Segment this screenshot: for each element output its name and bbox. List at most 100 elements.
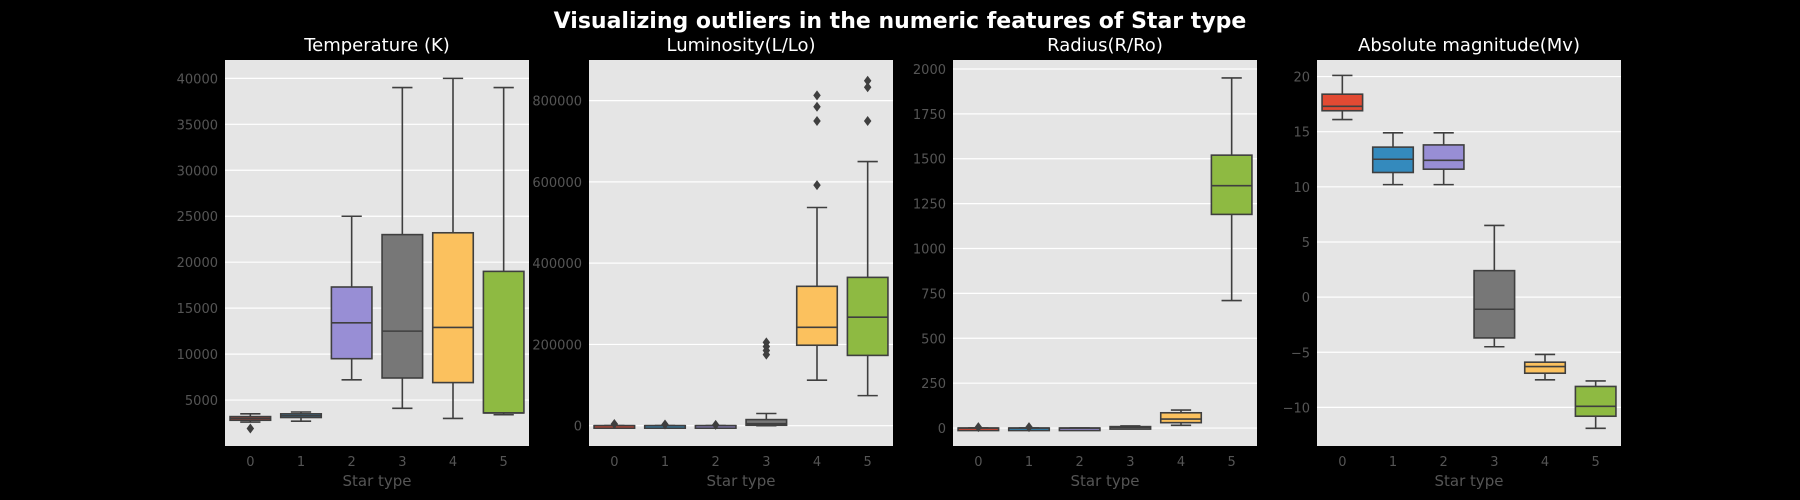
x-axis-label: Star type xyxy=(1434,472,1503,490)
y-tick-label: 1250 xyxy=(913,198,946,213)
box-3 xyxy=(745,337,788,427)
y-tick-label: 1500 xyxy=(913,153,946,168)
y-tick-label: 400000 xyxy=(532,257,582,272)
x-axis-label: Star type xyxy=(706,472,775,490)
x-tick-label: 4 xyxy=(1541,455,1549,470)
box-body xyxy=(846,276,889,357)
outlier-point xyxy=(661,419,669,430)
box-4 xyxy=(795,90,839,381)
box-4 xyxy=(431,77,475,420)
box-1 xyxy=(1371,131,1415,186)
y-tick-label: 250 xyxy=(921,377,946,392)
x-tick-label: 1 xyxy=(1025,455,1033,470)
outlier-point xyxy=(711,419,720,430)
box-2 xyxy=(330,215,373,381)
box-5 xyxy=(1210,77,1253,302)
y-tick-label: 20 xyxy=(1293,71,1310,86)
outlier-point xyxy=(863,115,872,126)
box-1 xyxy=(279,411,323,422)
box-0 xyxy=(957,422,1000,433)
outlier-point xyxy=(863,82,872,93)
box-2 xyxy=(694,419,737,430)
outlier-point xyxy=(610,419,619,430)
box-body xyxy=(795,285,839,347)
x-tick-label: 0 xyxy=(1338,455,1346,470)
box-4 xyxy=(1523,353,1567,381)
box-body xyxy=(1574,385,1617,418)
box-5 xyxy=(482,86,525,416)
x-tick-label: 5 xyxy=(500,455,508,470)
x-tick-label: 4 xyxy=(813,455,821,470)
x-tick-label: 1 xyxy=(297,455,305,470)
x-tick-label: 3 xyxy=(1490,455,1498,470)
outlier-point xyxy=(762,337,771,348)
y-tick-label: 35000 xyxy=(177,118,218,133)
y-tick-label: 5000 xyxy=(185,394,218,409)
outlier-point xyxy=(813,90,821,101)
x-tick-label: 5 xyxy=(1592,455,1600,470)
y-tick-label: 1000 xyxy=(913,243,946,258)
subplot-2: 0 250 500 750 1000 1250 1500 1750 2000 0 1 2 3 4 5 Radi… xyxy=(913,35,1257,490)
y-tick-label: 40000 xyxy=(177,72,218,87)
box-body xyxy=(1422,144,1465,170)
box-body xyxy=(745,418,788,427)
x-tick-label: 0 xyxy=(974,455,982,470)
y-tick-label: 2000 xyxy=(913,63,946,78)
box-1 xyxy=(643,419,687,430)
box-body xyxy=(482,270,525,414)
y-tick-label: −10 xyxy=(1283,401,1310,416)
box-body xyxy=(1159,411,1203,424)
outlier-point xyxy=(246,423,255,434)
x-tick-label: 5 xyxy=(864,455,872,470)
y-tick-label: −5 xyxy=(1291,346,1310,361)
x-tick-label: 3 xyxy=(398,455,406,470)
box-5 xyxy=(1574,380,1617,430)
y-tick-label: 0 xyxy=(574,420,582,435)
x-tick-label: 3 xyxy=(1126,455,1134,470)
y-tick-label: 800000 xyxy=(532,95,582,110)
y-tick-label: 10 xyxy=(1293,181,1310,196)
box-0 xyxy=(229,413,272,434)
subplot-title: Luminosity(L/Lo) xyxy=(666,35,815,56)
subplot-title: Radius(R/Ro) xyxy=(1047,35,1163,56)
y-tick-label: 25000 xyxy=(177,210,218,225)
box-2 xyxy=(1058,427,1101,432)
subplot-title: Temperature (K) xyxy=(303,35,450,56)
box-0 xyxy=(593,419,636,430)
y-tick-label: 0 xyxy=(1302,291,1310,306)
x-tick-label: 5 xyxy=(1228,455,1236,470)
y-tick-label: 500 xyxy=(921,332,946,347)
outlier-point xyxy=(1025,422,1033,433)
x-tick-label: 0 xyxy=(610,455,618,470)
subplot-0: 5000 10000 15000 20000 25000 30000 35000 40000 0… xyxy=(177,35,529,490)
x-axis-label: Star type xyxy=(342,472,411,490)
y-tick-label: 200000 xyxy=(532,338,582,353)
y-tick-label: 5 xyxy=(1302,236,1310,251)
box-body xyxy=(1473,269,1516,339)
box-body xyxy=(1210,154,1253,216)
plot-area xyxy=(953,60,1257,446)
x-tick-label: 2 xyxy=(712,455,720,470)
x-tick-label: 3 xyxy=(762,455,770,470)
box-2 xyxy=(1422,131,1465,186)
outlier-point xyxy=(974,422,983,433)
y-tick-label: 30000 xyxy=(177,164,218,179)
plot-area xyxy=(1317,60,1621,446)
subplot-title: Absolute magnitude(Mv) xyxy=(1358,35,1580,56)
subplot-1: 0 200000 400000 600000 800000 0 1 2 3 4 5 Luminosit… xyxy=(532,35,893,490)
y-tick-label: 1750 xyxy=(913,108,946,123)
x-tick-label: 1 xyxy=(1389,455,1397,470)
box-4 xyxy=(1159,409,1203,427)
x-tick-label: 2 xyxy=(1076,455,1084,470)
box-5 xyxy=(846,75,889,397)
x-tick-label: 4 xyxy=(449,455,457,470)
outlier-point xyxy=(813,115,821,126)
box-0 xyxy=(1321,74,1364,121)
x-axis-label: Star type xyxy=(1070,472,1139,490)
subplot-3: −10 −5 0 5 10 15 20 0 1 2 3 4 5 Absolute magnitude(Mv… xyxy=(1283,35,1621,490)
figure-title: Visualizing outliers in the numeric feat… xyxy=(554,9,1247,34)
box-body xyxy=(1321,93,1364,112)
subplots: 5000100001500020000250003000035000400000… xyxy=(177,35,1621,490)
box-3 xyxy=(1109,425,1152,430)
y-tick-label: 15000 xyxy=(177,302,218,317)
